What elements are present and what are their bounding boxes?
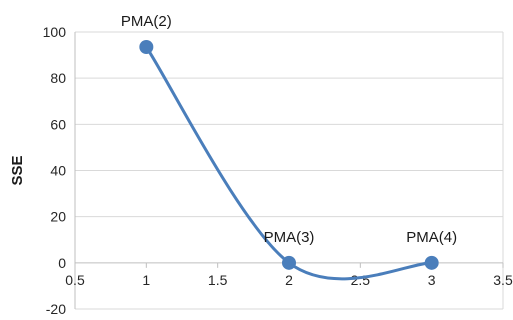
data-label: PMA(4)	[406, 229, 457, 246]
y-tick-label: 20	[50, 209, 66, 225]
data-point	[139, 40, 154, 55]
y-tick-label: 100	[43, 24, 67, 40]
x-tick-label: 0.5	[65, 272, 85, 288]
x-tick-label: 2.5	[351, 272, 371, 288]
y-axis-label: SSE	[9, 155, 26, 185]
y-tick-label: 0	[58, 255, 66, 271]
data-label: PMA(2)	[121, 13, 172, 30]
grid-lines	[75, 31, 504, 310]
y-tick-label: 80	[50, 70, 66, 86]
data-point	[424, 255, 439, 270]
axes: -20 0 20 40 60 80 100 0.5 1 1.5 2 2.5 3 3.5	[43, 24, 513, 317]
y-tick-label: 60	[50, 116, 66, 132]
series-line	[144, 45, 434, 281]
y-tick-label: -20	[46, 301, 66, 317]
data-label: PMA(3)	[264, 229, 315, 246]
x-tick-label: 3.5	[493, 272, 513, 288]
series-layer	[139, 40, 439, 281]
y-tick-label: 40	[50, 163, 66, 179]
data-point	[282, 255, 296, 270]
x-tick-label: 1.5	[208, 272, 228, 288]
x-tick-label: 1	[142, 272, 150, 288]
x-tick-label: 3	[428, 272, 436, 288]
label-layer: PMA(2) PMA(3) PMA(4)	[121, 13, 457, 246]
x-tick-label: 2	[285, 272, 293, 288]
